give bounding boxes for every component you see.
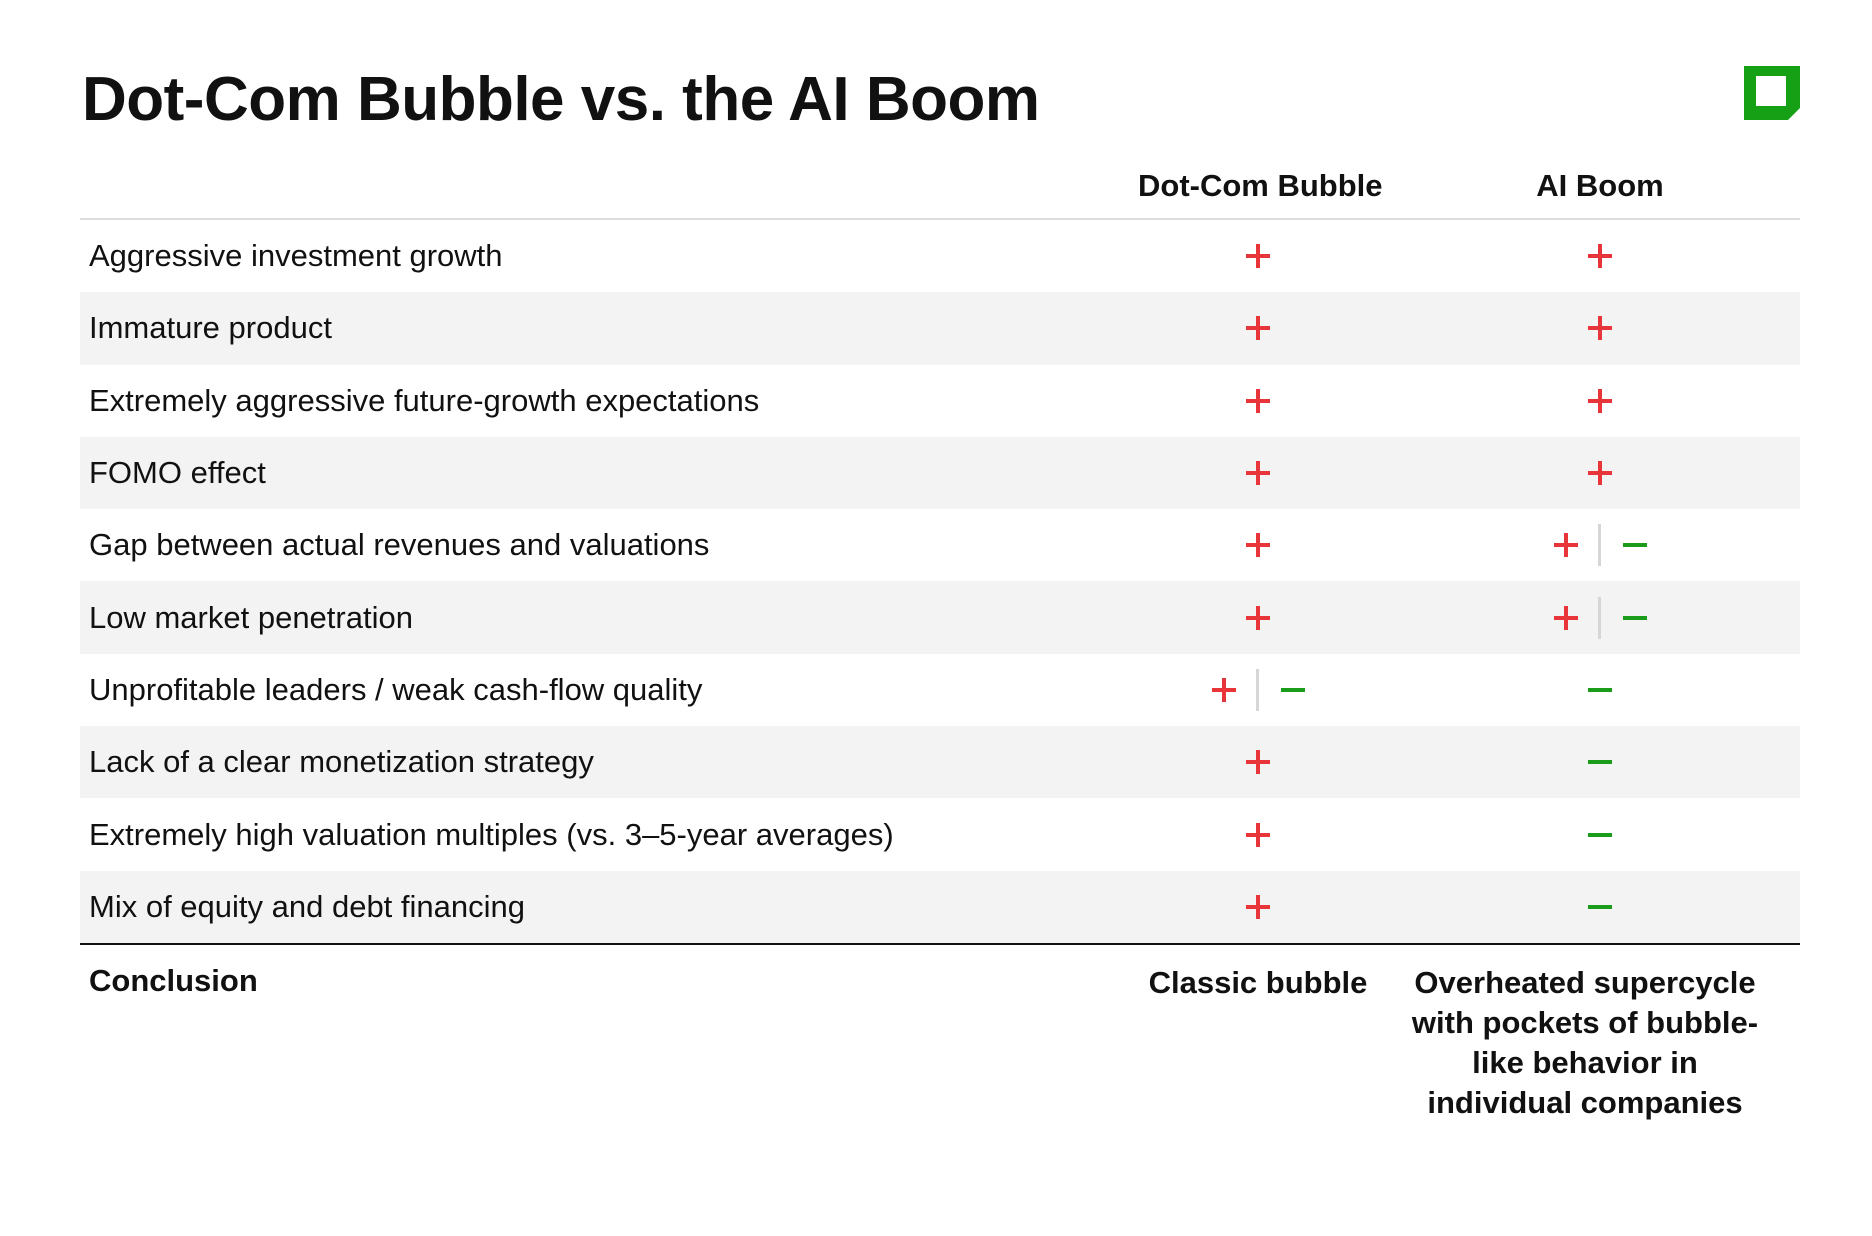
page-title: Dot-Com Bubble vs. the AI Boom [82, 65, 1040, 134]
ai-cell [1500, 437, 1700, 509]
minus-icon [1280, 678, 1305, 702]
minus-icon [1622, 533, 1647, 557]
table-row: Gap between actual revenues and valuatio… [80, 509, 1800, 581]
ai-cell [1500, 654, 1700, 726]
dotcom-cell [1138, 437, 1378, 509]
plus-icon [1246, 533, 1270, 558]
plus-icon [1246, 461, 1270, 486]
table-row: Extremely aggressive future-growth expec… [80, 365, 1800, 437]
row-label: Lack of a clear monetization strategy [89, 744, 594, 780]
table-row: Extremely high valuation multiples (vs. … [80, 798, 1800, 870]
ai-cell [1500, 509, 1700, 581]
table-row: Aggressive investment growth [80, 220, 1800, 292]
row-label: Immature product [89, 310, 332, 346]
plus-icon [1246, 894, 1270, 919]
dotcom-cell [1138, 798, 1378, 870]
ai-cell [1500, 292, 1700, 364]
table-row: Low market penetration [80, 581, 1800, 654]
table-header: Dot-Com Bubble AI Boom [80, 150, 1800, 220]
row-label: Mix of equity and debt financing [89, 888, 525, 924]
conclusion-dotcom: Classic bubble [1148, 964, 1368, 1000]
mark-separator [1597, 596, 1601, 639]
column-header-dotcom: Dot-Com Bubble [1138, 168, 1383, 203]
dotcom-cell [1138, 365, 1378, 437]
plus-icon [1211, 677, 1236, 702]
plus-icon [1246, 822, 1270, 847]
dotcom-cell [1138, 654, 1378, 726]
dotcom-cell [1138, 220, 1378, 292]
table-row: Unprofitable leaders / weak cash-flow qu… [80, 654, 1800, 726]
row-label: FOMO effect [89, 455, 266, 491]
conclusion-row: Conclusion Classic bubble Overheated sup… [80, 945, 1800, 1175]
table-divider [80, 942, 1800, 945]
ai-cell [1500, 798, 1700, 870]
row-label: Low market penetration [89, 599, 413, 635]
minus-icon [1588, 678, 1612, 702]
table-row: Immature product [80, 292, 1800, 365]
square-logo-icon [1744, 66, 1800, 120]
minus-icon [1622, 606, 1647, 630]
plus-icon [1246, 388, 1270, 413]
conclusion-ai: Overheated supercycle with pockets of bu… [1411, 964, 1759, 1120]
dotcom-cell [1138, 292, 1378, 364]
mark-separator [1597, 524, 1601, 567]
row-label: Unprofitable leaders / weak cash-flow qu… [89, 671, 703, 707]
minus-icon [1588, 895, 1612, 919]
plus-icon [1588, 244, 1612, 269]
row-label: Gap between actual revenues and valuatio… [89, 527, 710, 563]
ai-cell [1500, 871, 1700, 943]
ai-cell [1500, 726, 1700, 798]
plus-icon [1588, 316, 1612, 341]
row-label: Extremely aggressive future-growth expec… [89, 382, 760, 418]
table-row: Lack of a clear monetization strategy [80, 726, 1800, 799]
row-label: Extremely high valuation multiples (vs. … [89, 816, 894, 852]
mark-separator [1255, 668, 1259, 711]
minus-icon [1588, 750, 1612, 774]
dotcom-cell [1138, 581, 1378, 653]
table-row: Mix of equity and debt financing [80, 870, 1800, 943]
plus-icon [1553, 533, 1578, 558]
plus-icon [1246, 316, 1270, 341]
column-header-ai: AI Boom [1536, 168, 1664, 203]
plus-icon [1588, 461, 1612, 486]
minus-icon [1588, 823, 1612, 847]
dotcom-cell [1138, 871, 1378, 943]
table-row: FOMO effect [80, 436, 1800, 510]
table-body: Aggressive investment growth Immature pro… [80, 220, 1800, 943]
dotcom-cell [1138, 726, 1378, 798]
conclusion-label: Conclusion [89, 962, 258, 998]
plus-icon [1246, 244, 1270, 269]
dotcom-cell [1138, 509, 1378, 581]
row-label: Aggressive investment growth [89, 238, 503, 274]
ai-cell [1500, 365, 1700, 437]
plus-icon [1553, 605, 1578, 630]
plus-icon [1246, 605, 1270, 630]
plus-icon [1588, 388, 1612, 413]
plus-icon [1246, 750, 1270, 775]
comparison-table: Dot-Com Bubble AI Boom Aggressive invest… [80, 150, 1800, 1175]
ai-cell [1500, 220, 1700, 292]
ai-cell [1500, 581, 1700, 653]
